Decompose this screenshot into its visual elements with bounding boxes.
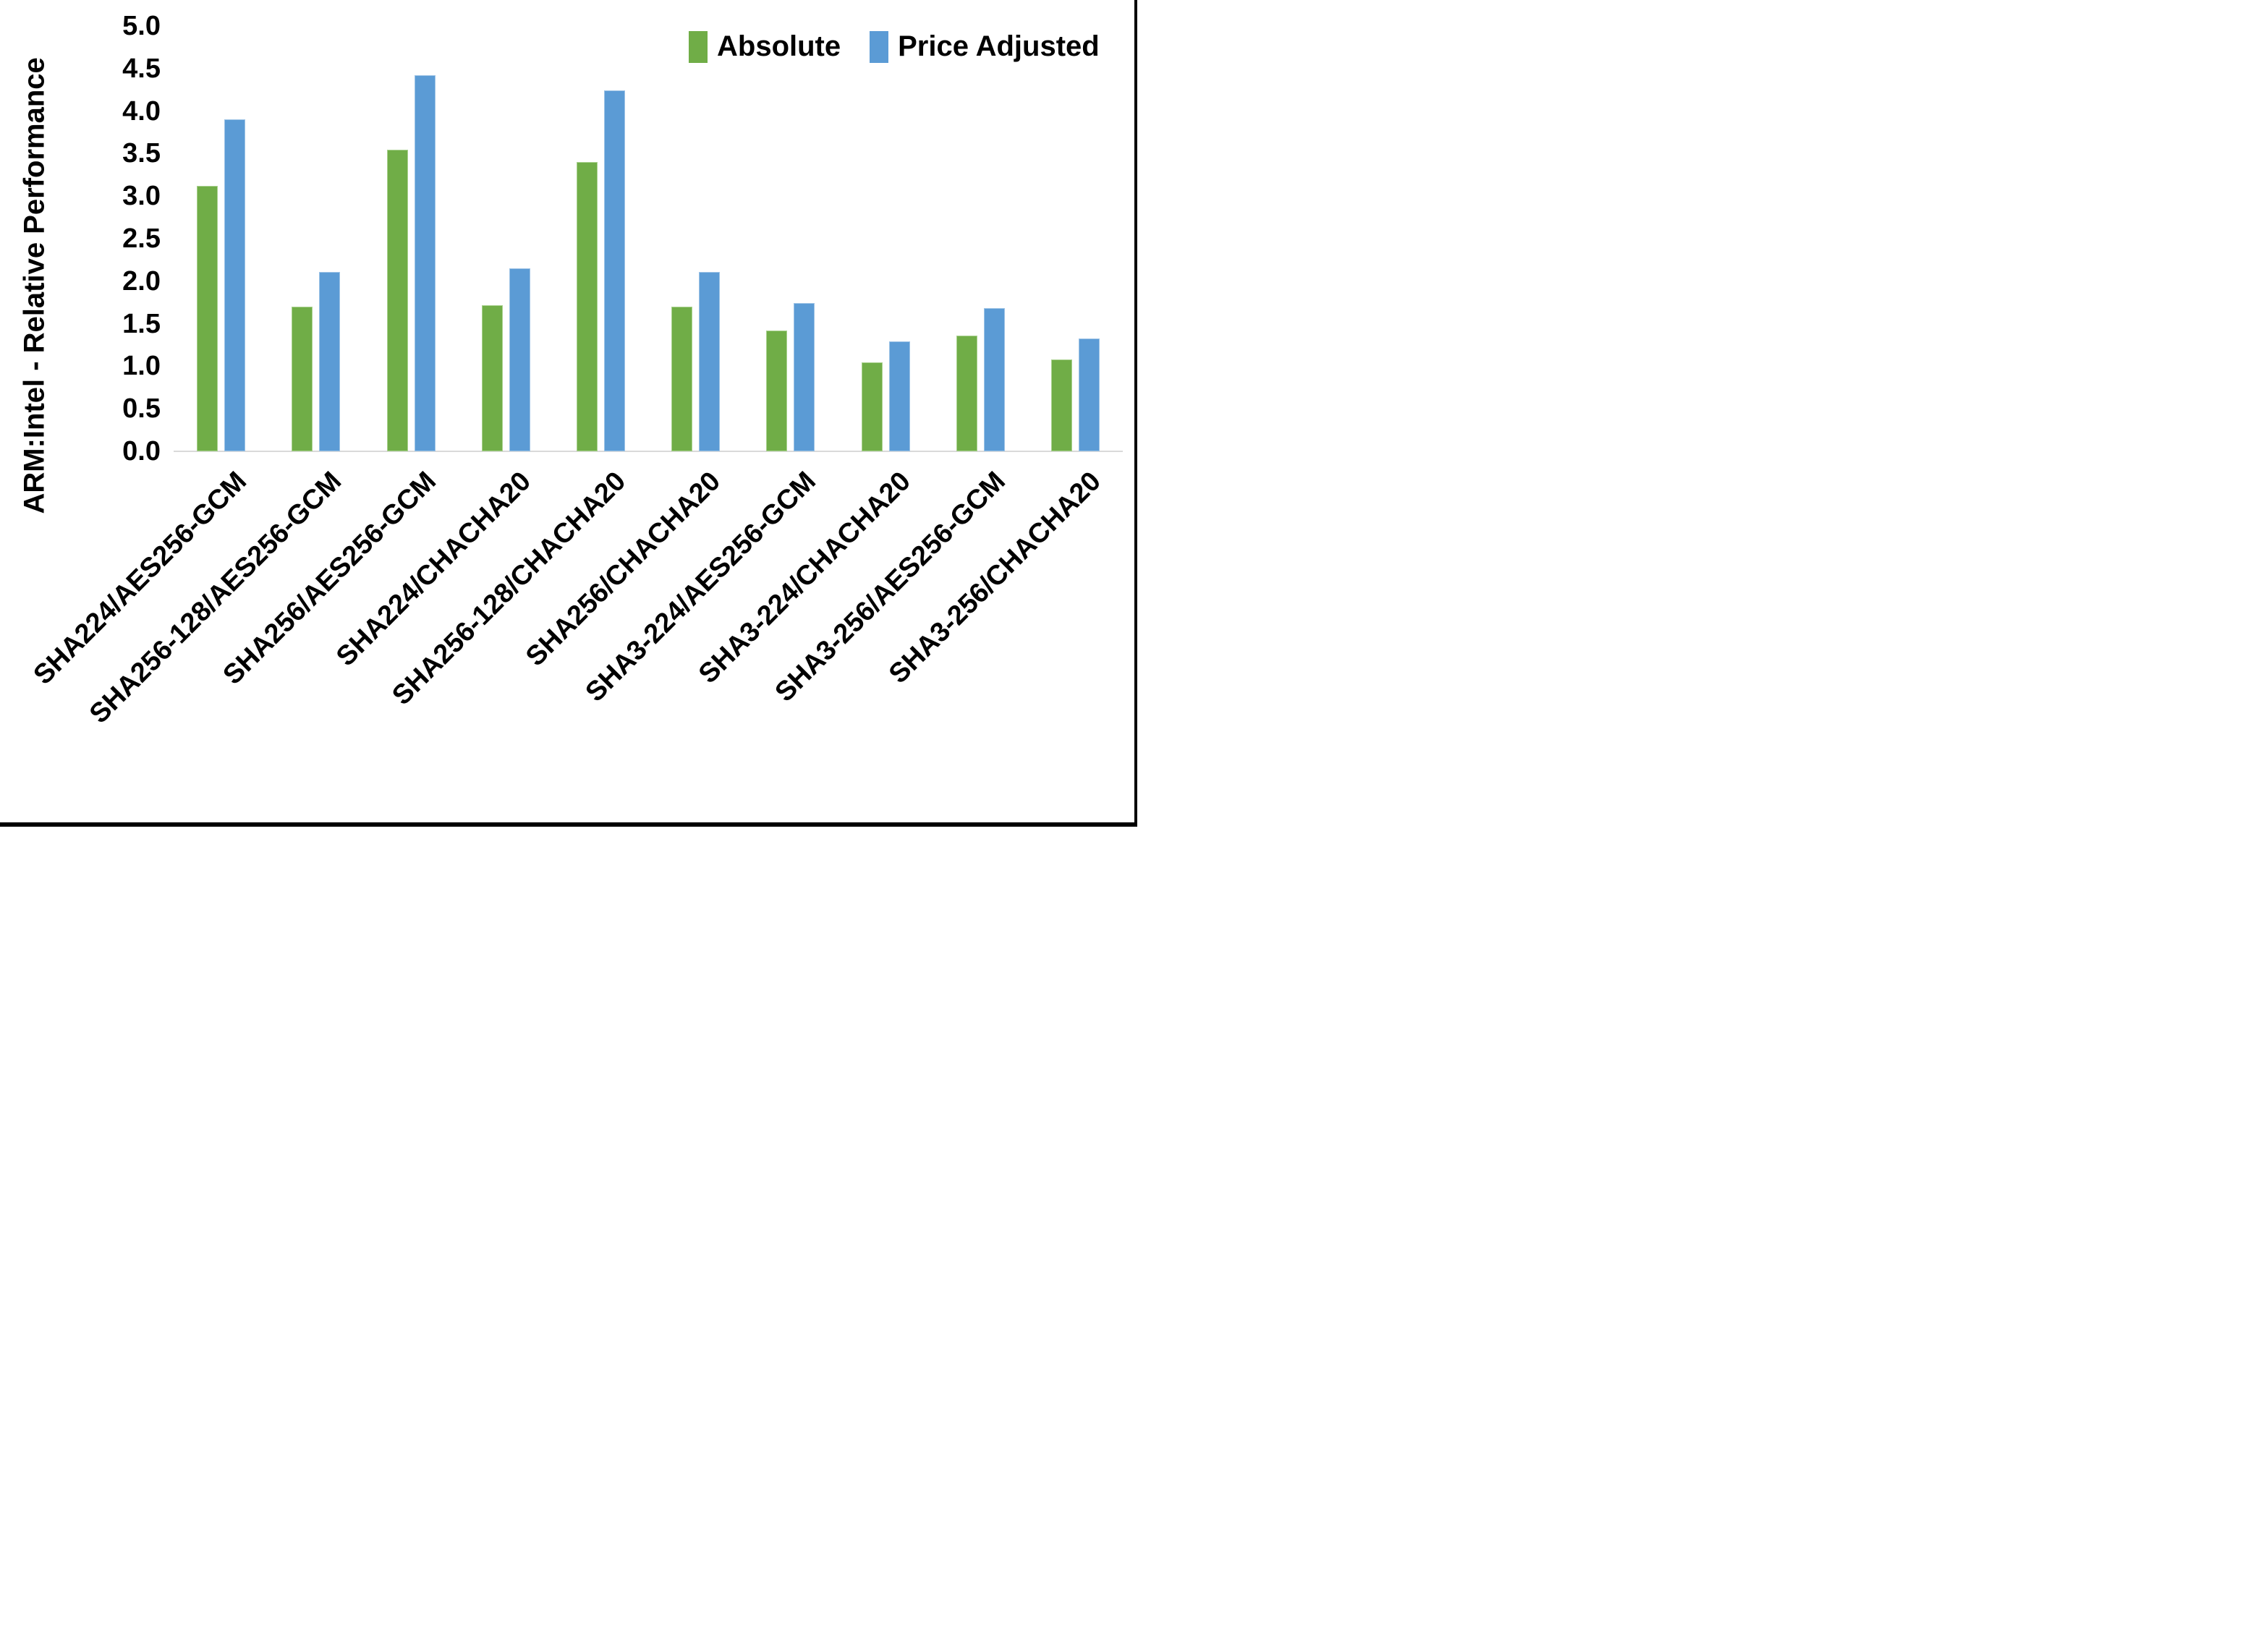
bar-group-sha3-256-chacha20 (1028, 26, 1123, 451)
bar-chart: ARM:Intel - Relative Performance 0.0 0.5 1… (0, 0, 1137, 827)
bar-absolute-sha3-224-aes256-gcm (766, 331, 788, 451)
bar-price-adjusted-sha3-256-aes256-gcm (983, 308, 1005, 451)
bar-group-sha256-chacha20 (648, 26, 743, 451)
x-axis-line (174, 451, 1123, 452)
y-tick-label: 4.5 (122, 53, 161, 84)
y-tick-label: 0.0 (122, 436, 161, 467)
bar-absolute-sha3-256-chacha20 (1050, 359, 1072, 451)
y-tick-label: 2.0 (122, 265, 161, 297)
plot-area (174, 26, 1123, 451)
bar-group-sha3-256-aes256-gcm (933, 26, 1028, 451)
bar-price-adjusted-sha3-256-chacha20 (1078, 338, 1100, 451)
bar-group-sha3-224-chacha20 (838, 26, 933, 451)
bar-group-sha256-128-aes256-gcm (268, 26, 363, 451)
y-tick-label: 4.0 (122, 95, 161, 127)
legend-swatch-absolute (689, 30, 708, 63)
bar-absolute-sha3-256-aes256-gcm (956, 336, 977, 451)
bar-price-adjusted-sha256-aes256-gcm (414, 75, 436, 451)
bar-group-sha3-224-aes256-gcm (743, 26, 838, 451)
y-tick-label: 2.5 (122, 223, 161, 254)
bar-absolute-sha256-128-aes256-gcm (292, 307, 313, 451)
x-category-label-sha256-chacha20: SHA256/CHACHA20 (520, 466, 727, 673)
legend: Absolute Price Adjusted (689, 30, 1100, 63)
x-category-label-sha224-chacha20: SHA224/CHACHA20 (331, 466, 538, 673)
y-tick-label: 5.0 (122, 11, 161, 41)
bar-price-adjusted-sha256-chacha20 (699, 271, 721, 451)
legend-label-price-adjusted: Price Adjusted (898, 30, 1100, 62)
bar-group-sha224-chacha20 (459, 26, 553, 451)
bar-price-adjusted-sha3-224-aes256-gcm (794, 303, 815, 451)
bar-group-sha256-aes256-gcm (363, 26, 458, 451)
bar-price-adjusted-sha224-chacha20 (509, 268, 530, 451)
bar-group-sha224-aes256-gcm (174, 26, 268, 451)
bar-absolute-sha256-aes256-gcm (386, 149, 408, 451)
bar-price-adjusted-sha256-128-chacha20 (603, 90, 625, 451)
bar-price-adjusted-sha224-aes256-gcm (224, 119, 246, 451)
legend-label-absolute: Absolute (717, 30, 841, 62)
y-tick-label: 1.0 (122, 351, 161, 382)
bar-group-sha256-128-chacha20 (553, 26, 648, 451)
bar-absolute-sha224-aes256-gcm (197, 186, 218, 451)
y-tick-label: 3.0 (122, 181, 161, 212)
bar-absolute-sha256-chacha20 (671, 307, 693, 451)
legend-item-price-adjusted: Price Adjusted (870, 30, 1100, 63)
y-tick-label: 1.5 (122, 308, 161, 339)
bar-price-adjusted-sha3-224-chacha20 (888, 341, 910, 451)
legend-swatch-price-adjusted (870, 30, 889, 63)
y-tick-label: 0.5 (122, 393, 161, 425)
bar-absolute-sha3-224-chacha20 (861, 362, 883, 451)
bar-price-adjusted-sha256-128-aes256-gcm (319, 271, 341, 451)
y-tick-label: 3.5 (122, 138, 161, 169)
bar-absolute-sha256-128-chacha20 (576, 162, 598, 451)
y-axis-title: ARM:Intel - Relative Performance (18, 57, 51, 514)
legend-item-absolute: Absolute (689, 30, 841, 63)
bar-absolute-sha224-chacha20 (481, 304, 503, 451)
